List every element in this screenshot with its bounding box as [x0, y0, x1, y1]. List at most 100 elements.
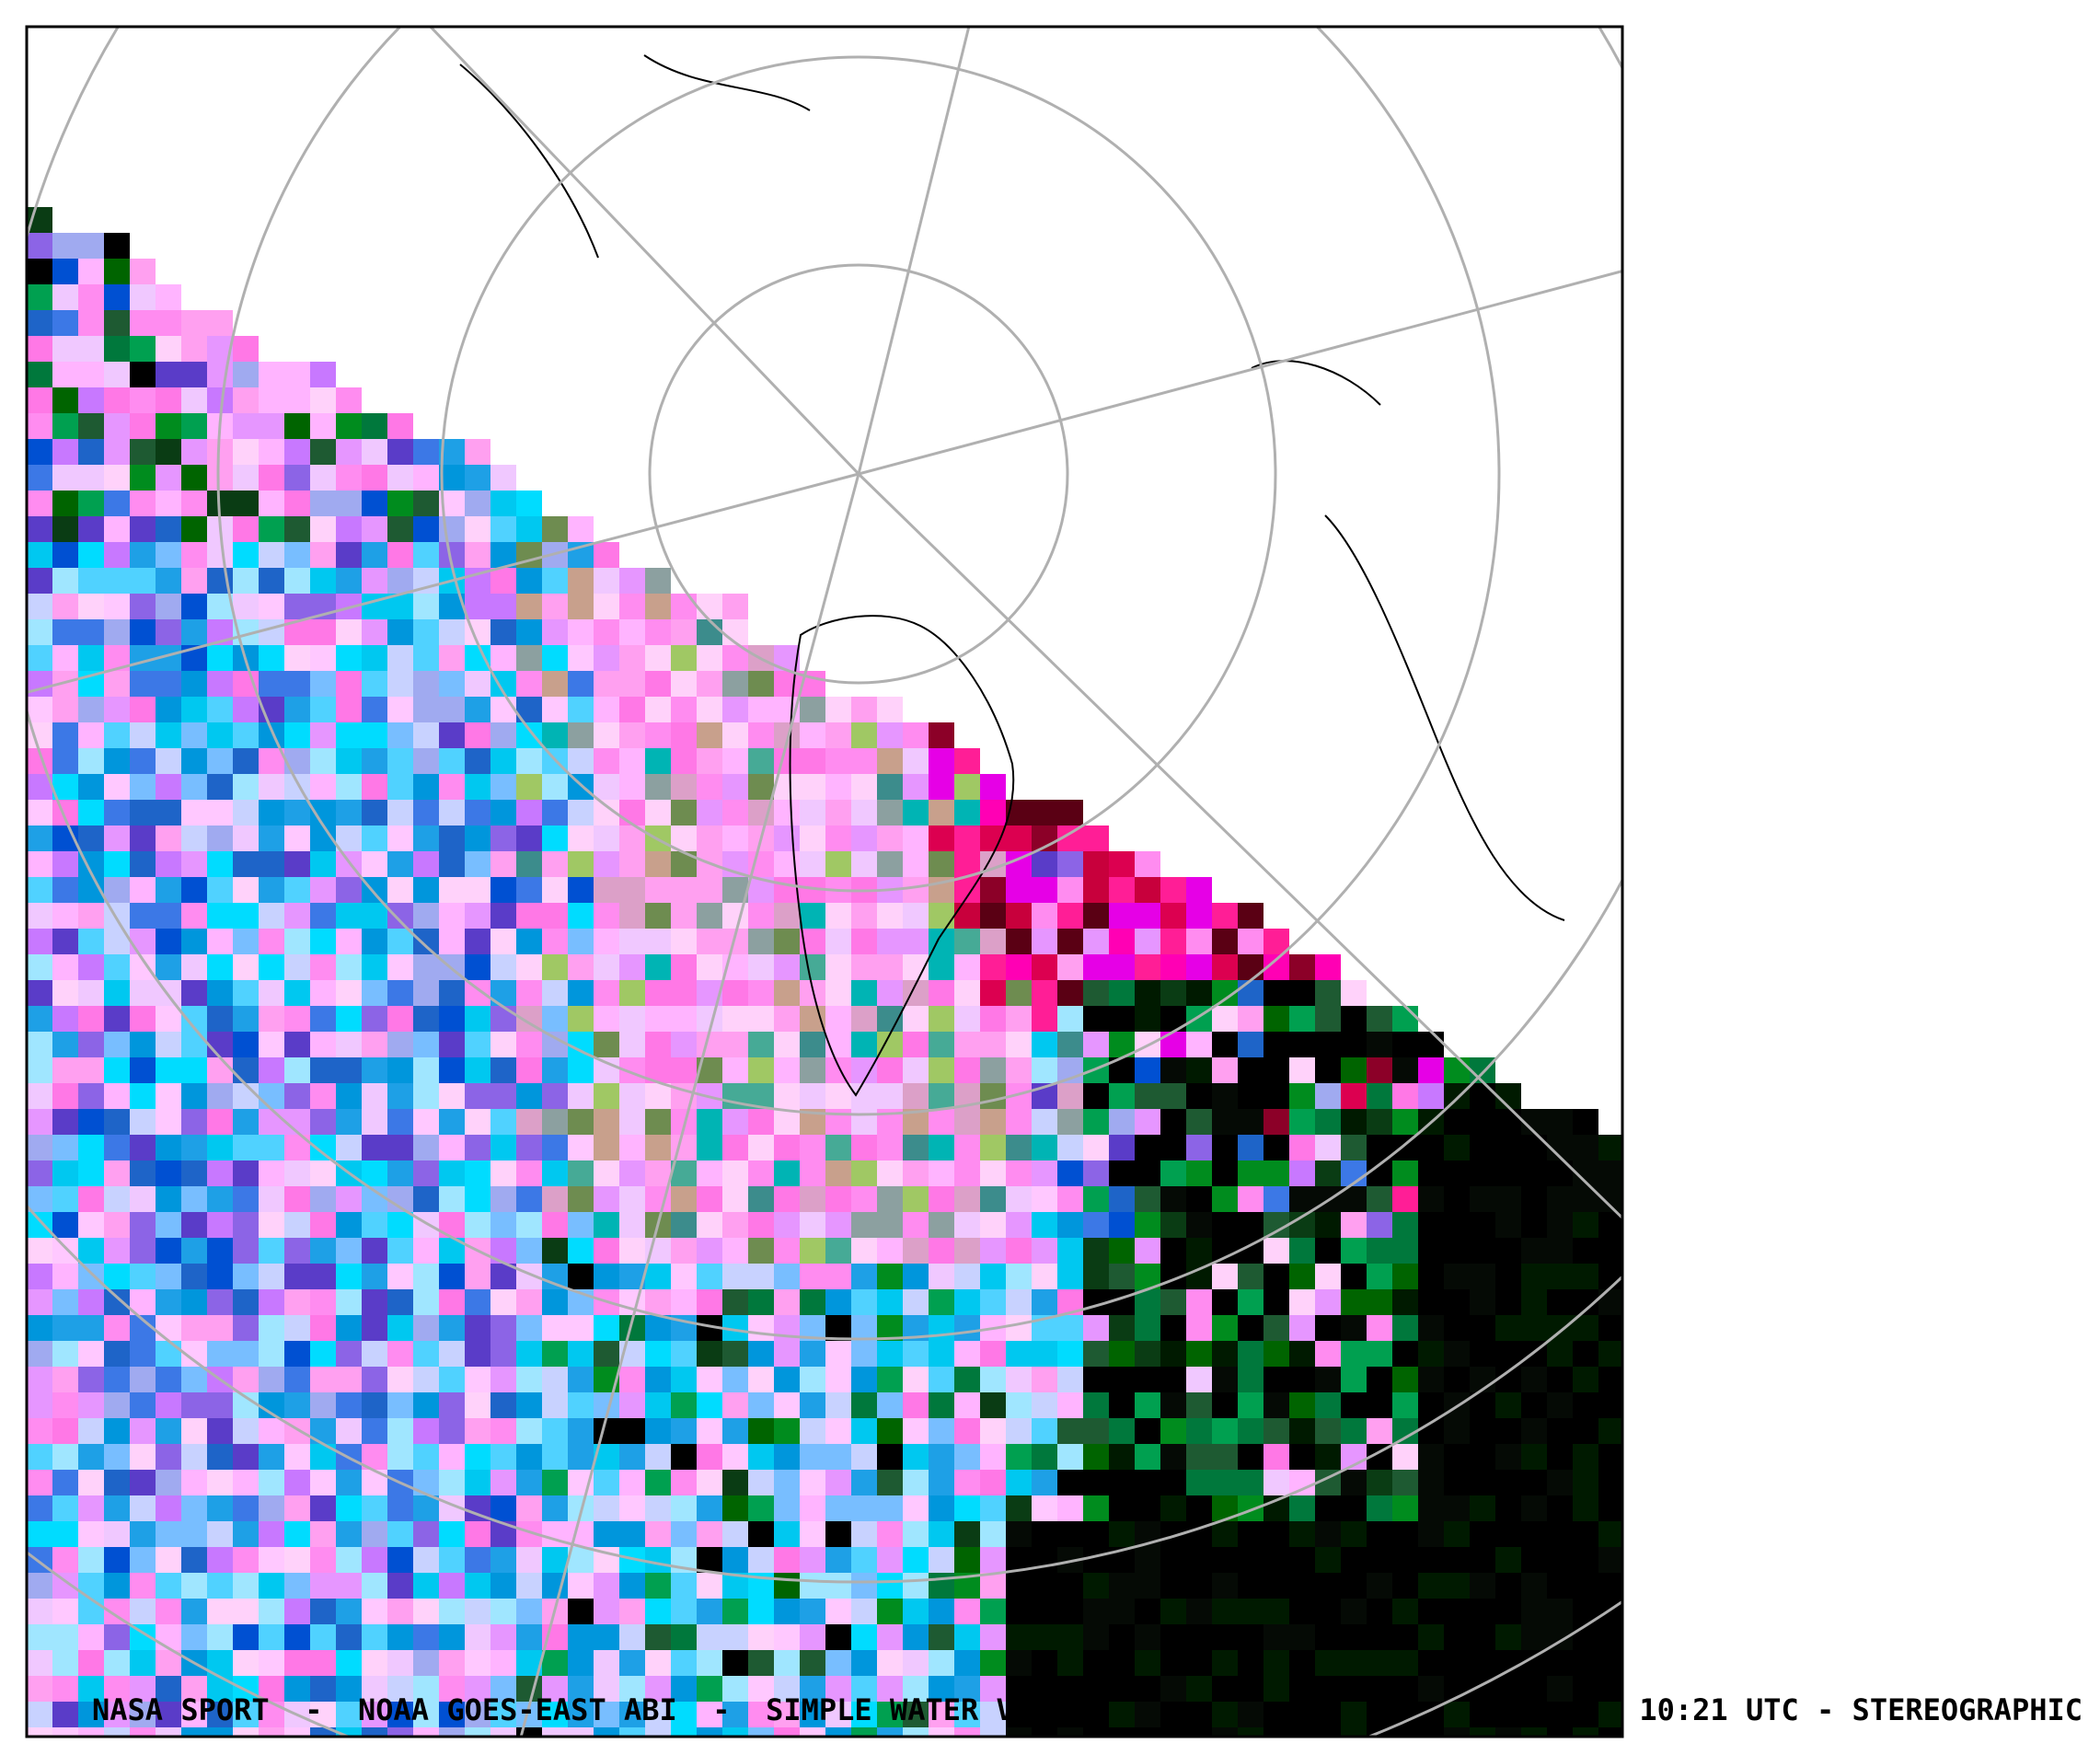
image-pixel — [52, 1392, 78, 1418]
image-pixel — [465, 774, 490, 800]
image-pixel — [1367, 1264, 1392, 1289]
image-pixel — [645, 1470, 671, 1495]
image-pixel — [1444, 1238, 1470, 1264]
image-pixel — [465, 1650, 490, 1676]
image-pixel — [619, 1702, 645, 1727]
image-pixel — [259, 1315, 284, 1341]
meridian — [858, 269, 1622, 476]
image-pixel — [284, 594, 310, 619]
image-pixel — [1160, 1495, 1186, 1521]
image-pixel — [1057, 1444, 1083, 1470]
image-pixel — [1289, 1676, 1315, 1702]
image-pixel — [1367, 1599, 1392, 1624]
image-pixel — [104, 1032, 130, 1057]
image-pixel — [387, 980, 413, 1006]
image-pixel — [671, 774, 697, 800]
image-pixel — [800, 1547, 825, 1573]
image-pixel — [1547, 1547, 1573, 1573]
image-pixel — [722, 1135, 748, 1160]
image-pixel — [439, 877, 465, 903]
image-pixel — [413, 748, 439, 774]
image-pixel — [104, 903, 130, 929]
image-pixel — [465, 1160, 490, 1186]
image-pixel — [130, 748, 156, 774]
image-pixel — [439, 1341, 465, 1367]
image-pixel — [490, 1367, 516, 1392]
image-pixel — [1057, 1264, 1083, 1289]
image-pixel — [1083, 1418, 1109, 1444]
image-pixel — [156, 619, 181, 645]
image-pixel — [594, 1573, 619, 1599]
image-pixel — [284, 1521, 310, 1547]
image-pixel — [1006, 1238, 1032, 1264]
image-pixel — [27, 259, 52, 284]
image-pixel — [1547, 1444, 1573, 1470]
image-pixel — [980, 1289, 1006, 1315]
image-pixel — [748, 1727, 774, 1737]
image-pixel — [52, 1495, 78, 1521]
image-pixel — [645, 851, 671, 877]
image-pixel — [259, 851, 284, 877]
image-pixel — [27, 1599, 52, 1624]
image-pixel — [800, 1392, 825, 1418]
image-pixel — [1135, 1006, 1160, 1032]
image-pixel — [387, 877, 413, 903]
image-pixel — [336, 1470, 362, 1495]
image-pixel — [748, 1418, 774, 1444]
image-pixel — [233, 1470, 259, 1495]
image-pixel — [1057, 1470, 1083, 1495]
image-pixel — [490, 1702, 516, 1727]
image-pixel — [104, 619, 130, 645]
image-pixel — [980, 1547, 1006, 1573]
image-pixel — [259, 1573, 284, 1599]
image-pixel — [800, 1083, 825, 1109]
image-pixel — [181, 1083, 207, 1109]
image-pixel — [362, 1289, 387, 1315]
image-pixel — [387, 1495, 413, 1521]
image-pixel — [1521, 1135, 1547, 1160]
image-pixel — [207, 387, 233, 413]
image-pixel — [439, 748, 465, 774]
image-pixel — [1263, 1186, 1289, 1212]
image-pixel — [1238, 954, 1263, 980]
image-pixel — [980, 929, 1006, 954]
image-pixel — [104, 1135, 130, 1160]
image-pixel — [310, 1289, 336, 1315]
image-pixel — [284, 903, 310, 929]
image-pixel — [310, 645, 336, 671]
image-pixel — [1212, 1315, 1238, 1341]
image-pixel — [156, 1470, 181, 1495]
image-pixel — [104, 439, 130, 465]
image-pixel — [542, 826, 568, 851]
image-pixel — [1444, 1160, 1470, 1186]
image-pixel — [362, 980, 387, 1006]
image-pixel — [413, 1676, 439, 1702]
image-pixel — [1238, 1547, 1263, 1573]
image-pixel — [697, 1573, 722, 1599]
image-pixel — [542, 1057, 568, 1083]
image-pixel — [619, 748, 645, 774]
image-pixel — [52, 362, 78, 387]
image-pixel — [27, 491, 52, 516]
image-pixel — [1367, 1521, 1392, 1547]
image-pixel — [259, 645, 284, 671]
image-pixel — [439, 903, 465, 929]
image-pixel — [27, 980, 52, 1006]
image-pixel — [104, 1109, 130, 1135]
image-pixel — [645, 1676, 671, 1702]
image-pixel — [1032, 1521, 1057, 1547]
image-pixel — [78, 568, 104, 594]
image-pixel — [748, 980, 774, 1006]
image-pixel — [774, 1392, 800, 1418]
image-pixel — [259, 1109, 284, 1135]
image-pixel — [1444, 1212, 1470, 1238]
image-pixel — [1057, 1006, 1083, 1032]
image-pixel — [851, 929, 877, 954]
image-pixel — [52, 1160, 78, 1186]
image-pixel — [568, 1160, 594, 1186]
image-pixel — [774, 903, 800, 929]
image-pixel — [130, 1727, 156, 1737]
image-pixel — [130, 336, 156, 362]
image-pixel — [825, 748, 851, 774]
image-pixel — [1135, 1547, 1160, 1573]
